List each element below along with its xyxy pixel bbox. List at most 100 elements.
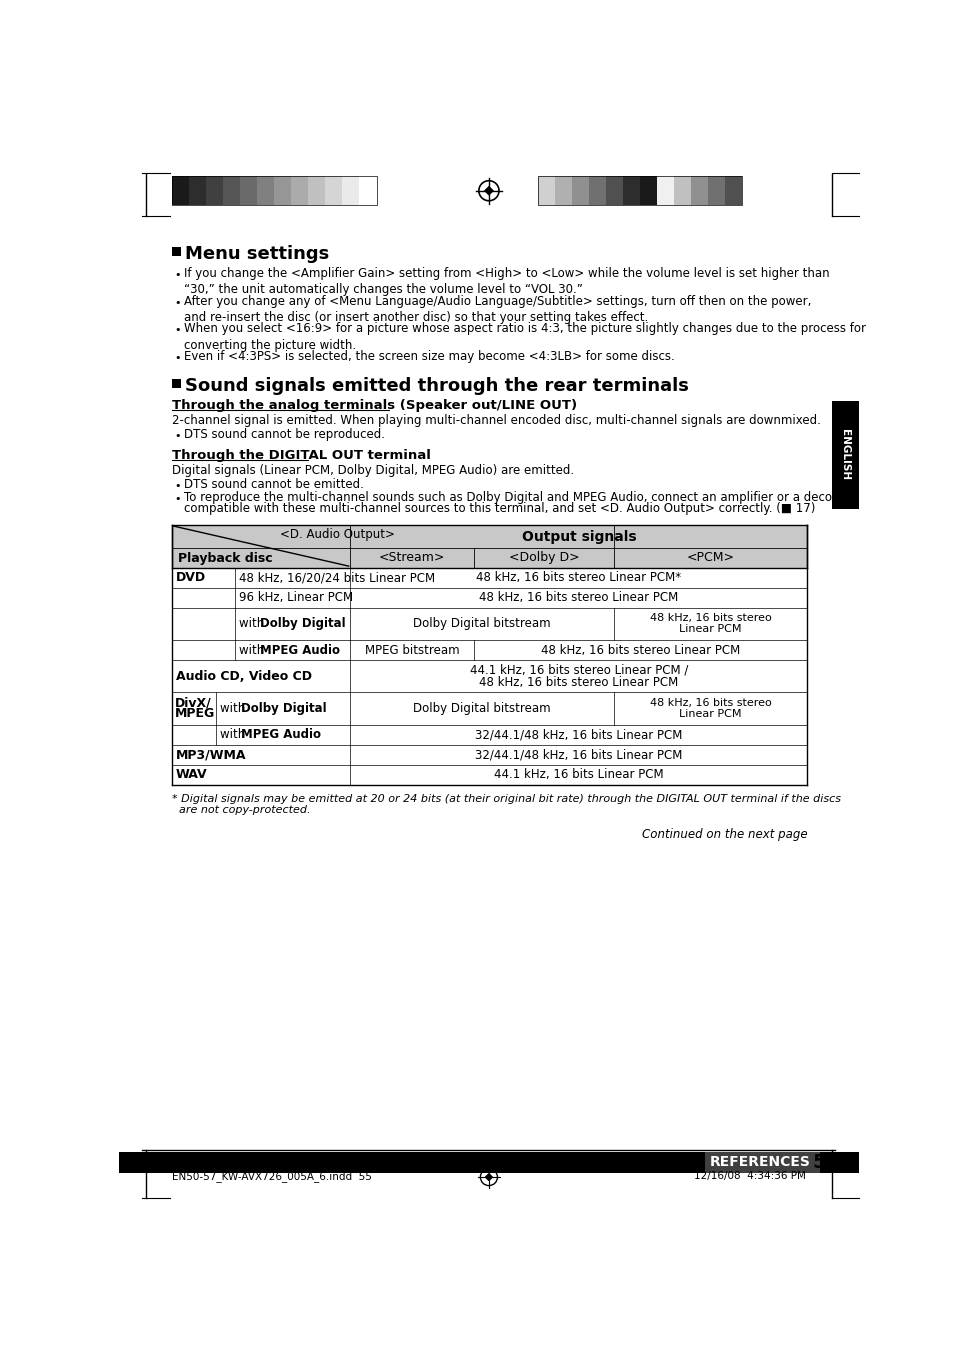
- Text: 32/44.1/48 kHz, 16 bits Linear PCM: 32/44.1/48 kHz, 16 bits Linear PCM: [475, 748, 681, 761]
- Text: 48 kHz, 16 bits stereo Linear PCM: 48 kHz, 16 bits stereo Linear PCM: [478, 676, 678, 690]
- Bar: [571, 176, 588, 206]
- Text: 96 kHz, Linear PCM: 96 kHz, Linear PCM: [239, 591, 354, 604]
- Text: ENGLISH: ENGLISH: [840, 430, 849, 480]
- Text: •: •: [174, 493, 180, 504]
- Text: with: with: [220, 702, 249, 715]
- Text: * Digital signals may be emitted at 20 or 24 bits (at their original bit rate) t: * Digital signals may be emitted at 20 o…: [172, 794, 840, 804]
- Text: Playback disc: Playback disc: [178, 552, 273, 565]
- Text: 32/44.1/48 kHz, 16 bits Linear PCM: 32/44.1/48 kHz, 16 bits Linear PCM: [475, 729, 681, 741]
- Bar: [257, 176, 274, 206]
- Text: are not copy-protected.: are not copy-protected.: [172, 804, 310, 815]
- Bar: [223, 176, 240, 206]
- Text: MPEG Audio: MPEG Audio: [260, 644, 340, 657]
- Text: Sound signals emitted through the rear terminals: Sound signals emitted through the rear t…: [185, 377, 688, 395]
- Text: <PCM>: <PCM>: [686, 552, 734, 565]
- Bar: [325, 176, 342, 206]
- Text: DTS sound cannot be emitted.: DTS sound cannot be emitted.: [183, 477, 363, 491]
- Text: 48 kHz, 16 bits stereo: 48 kHz, 16 bits stereo: [649, 614, 771, 623]
- Text: When you select <16:9> for a picture whose aspect ratio is 4:3, the picture slig: When you select <16:9> for a picture who…: [183, 322, 864, 352]
- Text: Audio CD, Video CD: Audio CD, Video CD: [175, 669, 312, 683]
- Bar: [291, 176, 308, 206]
- Text: •: •: [174, 270, 180, 280]
- Text: After you change any of <Menu Language/Audio Language/Subtitle> settings, turn o: After you change any of <Menu Language/A…: [183, 295, 810, 324]
- Text: WAV: WAV: [175, 768, 207, 781]
- Bar: [342, 176, 359, 206]
- Bar: [657, 176, 674, 206]
- Bar: [172, 525, 350, 568]
- Text: MPEG Audio: MPEG Audio: [241, 729, 320, 741]
- Text: MPEG bitstream: MPEG bitstream: [364, 644, 459, 657]
- Text: 48 kHz, 16 bits stereo Linear PCM: 48 kHz, 16 bits stereo Linear PCM: [478, 591, 678, 604]
- Text: DVD: DVD: [175, 571, 206, 584]
- Bar: [240, 176, 257, 206]
- Bar: [119, 1152, 858, 1174]
- Bar: [172, 176, 376, 206]
- Text: 44.1 kHz, 16 bits Linear PCM: 44.1 kHz, 16 bits Linear PCM: [494, 768, 663, 781]
- Bar: [537, 176, 555, 206]
- Text: Dolby Digital bitstream: Dolby Digital bitstream: [413, 618, 550, 630]
- Text: Dolby Digital: Dolby Digital: [260, 618, 346, 630]
- Bar: [172, 379, 181, 388]
- Text: Dolby Digital: Dolby Digital: [241, 702, 326, 715]
- Text: 48 kHz, 16 bits stereo: 48 kHz, 16 bits stereo: [649, 698, 771, 708]
- Bar: [172, 247, 181, 256]
- Text: Linear PCM: Linear PCM: [679, 708, 741, 719]
- Text: REFERENCES: REFERENCES: [709, 1156, 810, 1169]
- Bar: [674, 176, 691, 206]
- Bar: [206, 176, 223, 206]
- Text: 48 kHz, 16 bits stereo Linear PCM*: 48 kHz, 16 bits stereo Linear PCM*: [476, 571, 680, 584]
- Text: Even if <4:3PS> is selected, the screen size may become <4:3LB> for some discs.: Even if <4:3PS> is selected, the screen …: [183, 350, 674, 364]
- Text: EN50-57_KW-AVX726_005A_6.indd  55: EN50-57_KW-AVX726_005A_6.indd 55: [172, 1171, 372, 1182]
- Text: with: with: [239, 644, 268, 657]
- Bar: [274, 176, 291, 206]
- Text: •: •: [174, 297, 180, 308]
- Text: 44.1 kHz, 16 bits stereo Linear PCM /: 44.1 kHz, 16 bits stereo Linear PCM /: [469, 664, 687, 676]
- Text: 2-channel signal is emitted. When playing multi-channel encoded disc, multi-chan: 2-channel signal is emitted. When playin…: [172, 415, 820, 427]
- Text: <D. Audio Output>: <D. Audio Output>: [280, 529, 395, 541]
- Text: Through the analog terminals (Speaker out/LINE OUT): Through the analog terminals (Speaker ou…: [172, 399, 577, 412]
- Bar: [707, 176, 724, 206]
- Text: Through the DIGITAL OUT terminal: Through the DIGITAL OUT terminal: [172, 449, 431, 462]
- Text: Continued on the next page: Continued on the next page: [641, 827, 806, 841]
- Text: DTS sound cannot be reproduced.: DTS sound cannot be reproduced.: [183, 427, 384, 441]
- Polygon shape: [484, 187, 493, 195]
- Bar: [622, 176, 639, 206]
- Text: •: •: [174, 430, 180, 441]
- Text: with: with: [220, 729, 249, 741]
- Bar: [359, 176, 376, 206]
- Bar: [189, 176, 206, 206]
- Text: To reproduce the multi-channel sounds such as Dolby Digital and MPEG Audio, conn: To reproduce the multi-channel sounds su…: [183, 491, 850, 504]
- Text: 48 kHz, 16 bits stereo Linear PCM: 48 kHz, 16 bits stereo Linear PCM: [540, 644, 740, 657]
- Bar: [724, 176, 741, 206]
- Text: compatible with these multi-channel sources to this terminal, and set <D. Audio : compatible with these multi-channel sour…: [183, 502, 814, 515]
- Bar: [350, 525, 806, 548]
- Polygon shape: [485, 1174, 492, 1180]
- Bar: [613, 548, 806, 568]
- Text: •: •: [174, 353, 180, 364]
- Text: •: •: [174, 326, 180, 335]
- Text: Menu settings: Menu settings: [185, 246, 329, 264]
- Bar: [555, 176, 571, 206]
- Bar: [308, 176, 325, 206]
- Text: Linear PCM: Linear PCM: [679, 625, 741, 634]
- Text: 48 kHz, 16/20/24 bits Linear PCM: 48 kHz, 16/20/24 bits Linear PCM: [239, 571, 435, 584]
- Text: <Stream>: <Stream>: [378, 552, 445, 565]
- Text: MPEG: MPEG: [174, 707, 215, 721]
- Bar: [537, 176, 741, 206]
- Text: MP3/WMA: MP3/WMA: [175, 748, 246, 761]
- Bar: [605, 176, 622, 206]
- Text: 55: 55: [812, 1153, 839, 1172]
- Text: 12/16/08  4:34:36 PM: 12/16/08 4:34:36 PM: [693, 1171, 805, 1180]
- Text: with: with: [239, 618, 268, 630]
- Bar: [704, 1152, 819, 1174]
- Bar: [474, 548, 613, 568]
- Text: Digital signals (Linear PCM, Dolby Digital, MPEG Audio) are emitted.: Digital signals (Linear PCM, Dolby Digit…: [172, 465, 574, 477]
- Bar: [588, 176, 605, 206]
- Bar: [691, 176, 707, 206]
- Bar: [831, 402, 858, 508]
- Text: •: •: [174, 480, 180, 491]
- Bar: [172, 176, 189, 206]
- Text: Dolby Digital bitstream: Dolby Digital bitstream: [413, 702, 550, 715]
- Text: DivX/: DivX/: [174, 696, 212, 710]
- Text: <Dolby D>: <Dolby D>: [508, 552, 578, 565]
